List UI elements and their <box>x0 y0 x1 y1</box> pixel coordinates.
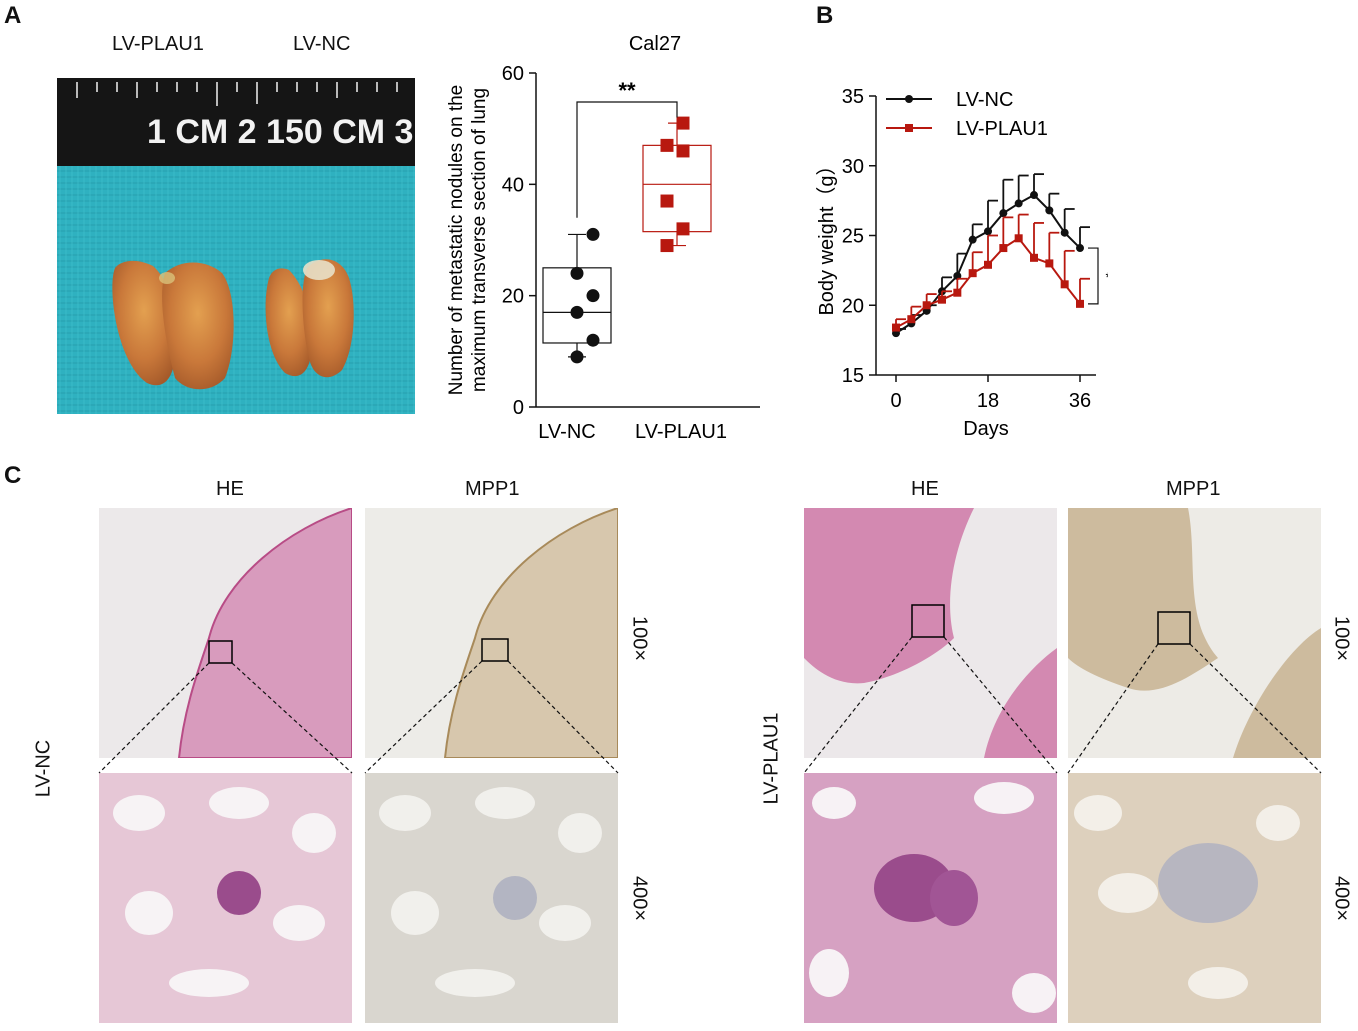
micrograph-he-100x-nc <box>99 508 352 758</box>
ruler-text: 1 CM 2 150 CM 3 <box>147 113 413 151</box>
point-lv-plau1-2 <box>660 194 674 208</box>
mag-label-100x-right: 100× <box>1330 615 1353 662</box>
micrograph-mpp1-400x-nc <box>365 773 618 1023</box>
col-header-he-right: HE <box>911 478 939 500</box>
marker-lv-plau1-0 <box>892 323 900 332</box>
significance-bracket <box>576 101 678 218</box>
point-lv-nc-2 <box>570 305 584 319</box>
marker-lv-plau1-2 <box>922 301 931 310</box>
micrograph-mpp1-100x-nc <box>365 508 618 758</box>
boxplot-y-tick-label-60: 60 <box>502 63 524 85</box>
linechart-y-label: Body weight（g） <box>815 155 838 315</box>
micrograph-mpp1-400x-plau1 <box>1068 773 1321 1023</box>
linechart-x-tick-label-18: 18 <box>977 390 999 412</box>
legend-marker-lv-plau1 <box>905 124 913 132</box>
legend-marker-lv-nc <box>905 95 913 103</box>
micrograph-he-400x-plau1 <box>804 773 1057 1023</box>
panel-label-a: A <box>4 2 22 29</box>
marker-lv-plau1-6 <box>984 260 992 269</box>
photo-label-nc: LV-NC <box>293 33 351 55</box>
photo-label-plau1: LV-PLAU1 <box>112 33 204 55</box>
row-group-lv-nc: LV-NC <box>32 739 55 798</box>
marker-lv-nc-9 <box>1030 191 1038 200</box>
micrograph-he-100x-plau1 <box>804 508 1057 758</box>
micrograph-he-400x-nc <box>99 773 352 1023</box>
point-lv-nc-0 <box>570 350 584 364</box>
point-lv-plau1-3 <box>676 144 690 158</box>
lung-plau1-right-lobe <box>162 262 234 390</box>
legend-label-lv-nc: LV-NC <box>956 89 1013 111</box>
lung-plau1-left-lobe <box>112 260 176 386</box>
boxplot-y-label: Number of metastatic nodules on the maxim… <box>446 85 490 396</box>
col-header-mpp1-right: MPP1 <box>1166 478 1221 500</box>
boxplot-x-label-lv-nc: LV-NC <box>538 421 595 443</box>
row-group-lv-plau1: LV-PLAU1 <box>760 712 783 805</box>
point-lv-nc-3 <box>586 289 600 303</box>
point-lv-plau1-4 <box>660 138 674 152</box>
lung-nc-left-lobe <box>265 268 313 377</box>
boxplot-y-tick-label-0: 0 <box>513 397 524 419</box>
marker-lv-nc-12 <box>1076 244 1084 253</box>
marker-lv-nc-7 <box>999 209 1008 218</box>
point-lv-nc-5 <box>586 227 600 241</box>
marker-lv-plau1-3 <box>938 295 946 304</box>
marker-lv-plau1-5 <box>968 269 977 278</box>
mag-label-100x-left: 100× <box>628 615 651 662</box>
body-weight-line-chart: 15 20 25 30 35 0 18 36 Days Body weight（g） LV-NC LV… <box>815 86 1108 440</box>
boxplot-y-tick-label-40: 40 <box>502 174 524 196</box>
marker-lv-nc-5 <box>968 235 977 244</box>
linechart-y-tick-label-35: 35 <box>842 86 864 108</box>
marker-lv-plau1-9 <box>1030 253 1038 262</box>
lung-photograph: 1 CM 2 150 CM 3 <box>57 78 415 414</box>
marker-lv-plau1-10 <box>1045 259 1054 268</box>
linechart-x-label: Days <box>963 418 1009 440</box>
linechart-x-tick-label-36: 36 <box>1069 390 1091 412</box>
marker-lv-plau1-4 <box>953 288 962 297</box>
marker-lv-plau1-8 <box>1014 234 1023 243</box>
lung-nc-right-lobe <box>302 259 354 378</box>
linechart-significance-label: ** <box>1106 269 1108 285</box>
point-lv-plau1-5 <box>676 116 690 130</box>
linechart-x-tick-label-0: 0 <box>890 390 901 412</box>
point-lv-nc-1 <box>586 333 600 347</box>
linechart-significance-bracket <box>1088 247 1099 305</box>
linechart-y-tick-label-20: 20 <box>842 295 864 317</box>
col-header-he-left: HE <box>216 478 244 500</box>
panel-label-b: B <box>816 2 834 29</box>
box-lv-plau1 <box>642 144 712 233</box>
significance-label: ** <box>618 78 636 103</box>
boxplot-title: Cal27 <box>629 33 681 55</box>
boxplot-chart: Cal27 0 20 40 60 Number of metastatic nodules… <box>446 33 760 443</box>
mag-label-400x-left: 400× <box>628 875 651 922</box>
marker-lv-nc-8 <box>1014 199 1023 208</box>
marker-lv-plau1-7 <box>999 244 1008 253</box>
marker-lv-plau1-11 <box>1060 280 1069 289</box>
marker-lv-plau1-12 <box>1076 299 1084 308</box>
point-lv-nc-4 <box>570 266 584 280</box>
marker-lv-nc-10 <box>1045 206 1054 215</box>
boxplot-y-tick-label-20: 20 <box>502 286 524 308</box>
ruler <box>57 78 415 166</box>
marker-lv-plau1-1 <box>907 315 916 324</box>
point-lv-plau1-0 <box>660 239 674 253</box>
legend-label-lv-plau1: LV-PLAU1 <box>956 118 1048 140</box>
linechart-y-tick-label-15: 15 <box>842 365 864 387</box>
linechart-y-tick-label-30: 30 <box>842 156 864 178</box>
linechart-y-tick-label-25: 25 <box>842 226 864 248</box>
marker-lv-nc-6 <box>984 227 992 236</box>
micrograph-mpp1-100x-plau1 <box>1068 508 1321 758</box>
mag-label-400x-right: 400× <box>1330 875 1353 922</box>
boxplot-x-label-lv-plau1: LV-PLAU1 <box>635 421 727 443</box>
point-lv-plau1-1 <box>676 222 690 236</box>
panel-label-c: C <box>4 462 22 489</box>
col-header-mpp1-left: MPP1 <box>465 478 520 500</box>
marker-lv-nc-11 <box>1060 228 1069 237</box>
